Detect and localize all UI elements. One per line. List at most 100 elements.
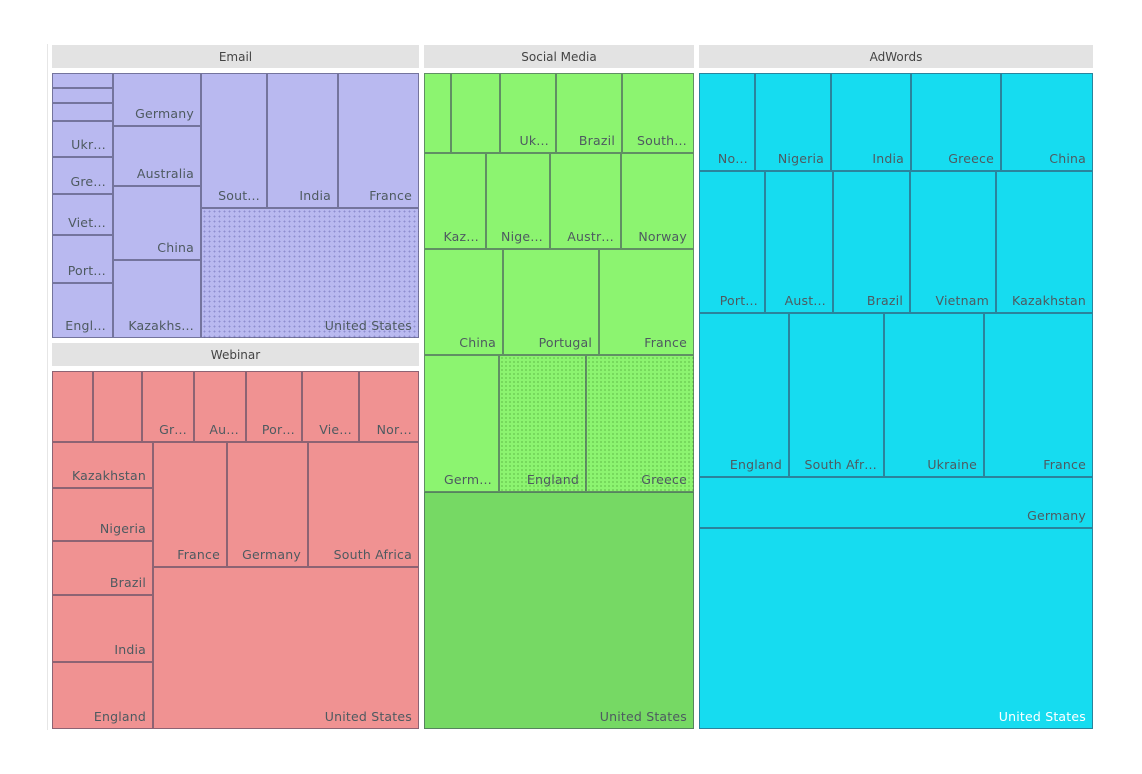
treemap-cell-label: Sout… xyxy=(218,188,260,203)
treemap-cell-label: Port… xyxy=(67,263,106,278)
treemap-cell-adwords-germany[interactable]: Germany xyxy=(699,477,1093,528)
treemap-cell-social-media-austr[interactable]: Austr… xyxy=(550,153,621,249)
treemap-cell-webinar-england[interactable]: England xyxy=(52,662,153,729)
treemap-cell-adwords-brazil[interactable]: Brazil xyxy=(833,171,910,313)
treemap-cell-webinar-germany[interactable]: Germany xyxy=(227,442,308,567)
treemap-cell-email-unlabeled-2[interactable] xyxy=(52,103,113,121)
treemap-cell-adwords-united-states[interactable]: United States xyxy=(699,528,1093,729)
treemap-cell-email-unlabeled-0[interactable] xyxy=(52,73,113,88)
treemap-cell-label: China xyxy=(459,335,496,350)
treemap-cell-adwords-nigeria[interactable]: Nigeria xyxy=(755,73,831,171)
treemap-cell-label: Kazakhs… xyxy=(128,318,194,333)
treemap-cell-social-media-norway[interactable]: Norway xyxy=(621,153,694,249)
treemap-cell-label: France xyxy=(369,188,412,203)
treemap-cell-email-engl[interactable]: Engl… xyxy=(52,283,113,338)
treemap-cell-adwords-greece[interactable]: Greece xyxy=(911,73,1001,171)
treemap-cell-social-media-uk[interactable]: Uk… xyxy=(500,73,556,153)
group-header-email: Email xyxy=(52,45,419,68)
treemap-cell-webinar-india[interactable]: India xyxy=(52,595,153,662)
treemap-cell-social-media-portugal[interactable]: Portugal xyxy=(503,249,599,355)
treemap-cell-label: Kaz… xyxy=(443,229,479,244)
treemap-cell-webinar-brazil[interactable]: Brazil xyxy=(52,541,153,595)
treemap-cell-label: Greece xyxy=(948,151,994,166)
treemap-cell-label: Ukraine xyxy=(927,457,977,472)
treemap-cell-label: Australia xyxy=(136,166,194,181)
treemap-cell-label: Uk… xyxy=(519,133,549,148)
treemap-cell-label: France xyxy=(177,547,220,562)
group-header-webinar: Webinar xyxy=(52,343,419,366)
treemap-cell-label: Nor… xyxy=(376,422,412,437)
treemap-cell-webinar-south-africa[interactable]: South Africa xyxy=(308,442,419,567)
treemap-cell-social-media-england[interactable]: England xyxy=(499,355,586,492)
treemap-cell-label: England xyxy=(729,457,782,472)
treemap-cell-email-france[interactable]: France xyxy=(338,73,419,208)
treemap-cell-label: China xyxy=(157,240,194,255)
treemap-cell-social-media-south[interactable]: South… xyxy=(622,73,694,153)
treemap-cell-adwords-kazakhstan[interactable]: Kazakhstan xyxy=(996,171,1093,313)
treemap-cell-social-media-nige[interactable]: Nige… xyxy=(486,153,550,249)
treemap-cell-webinar-france[interactable]: France xyxy=(153,442,227,567)
treemap-cell-webinar-nigeria[interactable]: Nigeria xyxy=(52,488,153,541)
treemap-cell-webinar-gr[interactable]: Gr… xyxy=(142,371,194,442)
treemap-cell-webinar-vie[interactable]: Vie… xyxy=(302,371,359,442)
treemap-cell-webinar-au[interactable]: Au… xyxy=(194,371,246,442)
treemap-cell-label: Vietnam xyxy=(935,293,989,308)
group-header-social-media: Social Media xyxy=(424,45,694,68)
treemap-cell-label: United States xyxy=(324,709,412,724)
treemap-cell-adwords-england[interactable]: England xyxy=(699,313,789,477)
treemap-cell-adwords-aust[interactable]: Aust… xyxy=(765,171,833,313)
treemap-cell-webinar-kazakhstan[interactable]: Kazakhstan xyxy=(52,442,153,488)
treemap-cell-adwords-france[interactable]: France xyxy=(984,313,1093,477)
treemap-cell-email-germany[interactable]: Germany xyxy=(113,73,201,126)
treemap-cell-label: Brazil xyxy=(578,133,615,148)
group-header-adwords: AdWords xyxy=(699,45,1093,68)
left-edge-line xyxy=(47,44,48,730)
treemap-cell-social-media-france[interactable]: France xyxy=(599,249,694,355)
treemap-cell-label: South… xyxy=(636,133,687,148)
treemap-cell-webinar-unlabeled-1[interactable] xyxy=(93,371,142,442)
treemap-cell-adwords-china[interactable]: China xyxy=(1001,73,1093,171)
treemap-cell-label: India xyxy=(872,151,904,166)
treemap-cell-label: France xyxy=(1043,457,1086,472)
treemap-cell-label: Kazakhstan xyxy=(71,468,146,483)
treemap-cell-email-sout[interactable]: Sout… xyxy=(201,73,267,208)
treemap-cell-label: No… xyxy=(717,151,748,166)
treemap-cell-social-media-china[interactable]: China xyxy=(424,249,503,355)
treemap-cell-social-media-greece[interactable]: Greece xyxy=(586,355,694,492)
treemap-cell-adwords-port[interactable]: Port… xyxy=(699,171,765,313)
treemap-cell-adwords-south-afr[interactable]: South Afr… xyxy=(789,313,884,477)
treemap-cell-email-china[interactable]: China xyxy=(113,186,201,260)
treemap-cell-label: Gre… xyxy=(70,174,106,189)
treemap-cell-email-port[interactable]: Port… xyxy=(52,235,113,283)
treemap-cell-adwords-india[interactable]: India xyxy=(831,73,911,171)
treemap-cell-label: Germany xyxy=(1027,508,1086,523)
treemap-cell-label: England xyxy=(93,709,146,724)
treemap-cell-social-media-kaz[interactable]: Kaz… xyxy=(424,153,486,249)
treemap-cell-email-ukr[interactable]: Ukr… xyxy=(52,121,113,157)
treemap-cell-label: Au… xyxy=(209,422,239,437)
treemap-cell-label: China xyxy=(1049,151,1086,166)
treemap-cell-social-media-united-states[interactable]: United States xyxy=(424,492,694,729)
treemap-cell-webinar-unlabeled-0[interactable] xyxy=(52,371,93,442)
treemap-cell-email-unlabeled-1[interactable] xyxy=(52,88,113,103)
treemap-cell-email-kazakhs[interactable]: Kazakhs… xyxy=(113,260,201,338)
treemap-cell-email-gre[interactable]: Gre… xyxy=(52,157,113,194)
treemap-cell-adwords-ukraine[interactable]: Ukraine xyxy=(884,313,984,477)
treemap-cell-webinar-nor[interactable]: Nor… xyxy=(359,371,419,442)
treemap-cell-email-india[interactable]: India xyxy=(267,73,338,208)
treemap-cell-social-media-germ[interactable]: Germ… xyxy=(424,355,499,492)
treemap-cell-label: South Africa xyxy=(333,547,412,562)
treemap-cell-label: Gr… xyxy=(159,422,187,437)
treemap-cell-social-media-unlabeled-1[interactable] xyxy=(451,73,500,153)
treemap-cell-email-australia[interactable]: Australia xyxy=(113,126,201,186)
treemap-cell-label: Germany xyxy=(135,106,194,121)
treemap-cell-social-media-unlabeled-0[interactable] xyxy=(424,73,451,153)
treemap-cell-email-united-states[interactable]: United States xyxy=(201,208,419,338)
treemap-cell-email-viet[interactable]: Viet… xyxy=(52,194,113,235)
treemap-cell-adwords-vietnam[interactable]: Vietnam xyxy=(910,171,996,313)
treemap-cell-webinar-por[interactable]: Por… xyxy=(246,371,302,442)
treemap-cell-webinar-united-states[interactable]: United States xyxy=(153,567,419,729)
treemap-cell-label: United States xyxy=(324,318,412,333)
treemap-cell-social-media-brazil[interactable]: Brazil xyxy=(556,73,622,153)
treemap-cell-adwords-no[interactable]: No… xyxy=(699,73,755,171)
